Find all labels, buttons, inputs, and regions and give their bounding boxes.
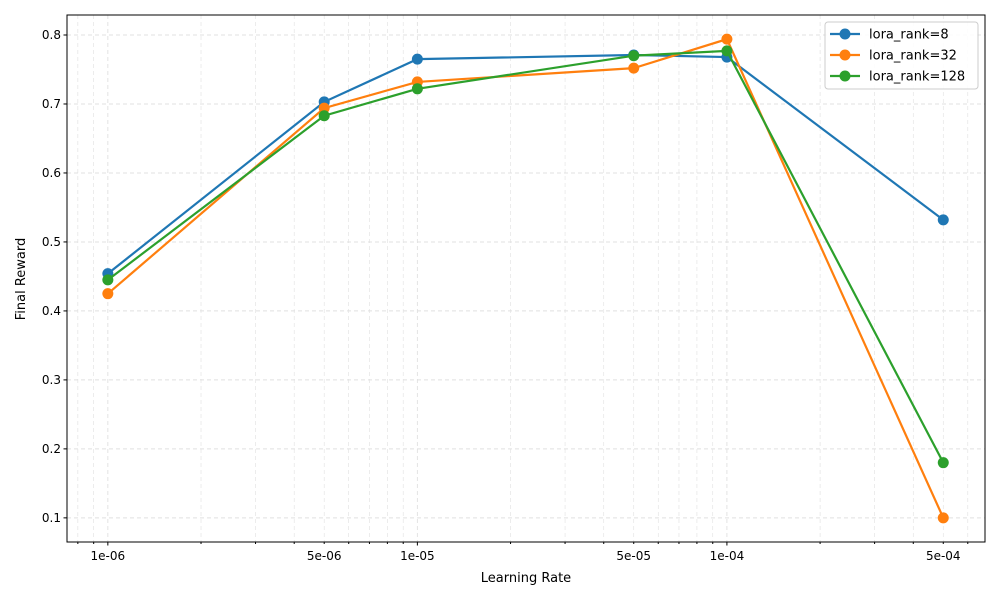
y-tick-label: 0.5: [42, 235, 61, 249]
data-point: [937, 457, 949, 469]
legend-marker-2: [839, 70, 851, 82]
x-tick-label: 1e-06: [91, 549, 126, 563]
data-point: [411, 83, 423, 95]
data-point: [318, 102, 330, 114]
legend-label: lora_rank=128: [869, 70, 965, 85]
x-axis-label: Learning Rate: [481, 571, 571, 586]
data-point: [721, 33, 733, 45]
data-point: [937, 512, 949, 524]
axes: 0.1 0.2 0.3 0.4 0.5 0.6 0.7 0.8 1e-06 5e-06 1e-05 5…: [42, 28, 969, 563]
y-tick-label: 0.2: [42, 442, 61, 456]
y-tick-label: 0.3: [42, 373, 61, 387]
legend-marker-1: [839, 49, 851, 61]
legend-label: lora_rank=32: [869, 49, 957, 64]
data-point: [102, 274, 114, 286]
legend-marker-0: [839, 28, 851, 40]
data-point: [411, 53, 423, 65]
y-tick-label: 0.1: [42, 511, 61, 525]
series-line-1: [107, 37, 945, 519]
data-point: [318, 110, 330, 122]
x-tick-label: 1e-04: [710, 549, 745, 563]
x-tick-label: 5e-04: [926, 549, 961, 563]
series-line-2: [107, 49, 945, 464]
data-point: [937, 214, 949, 226]
y-tick-label: 0.8: [42, 28, 61, 42]
legend-box: [824, 21, 979, 90]
y-tick-label: 0.7: [42, 97, 61, 111]
series-line-0: [107, 53, 944, 275]
plot-frame: [66, 14, 986, 543]
x-tick-label: 1e-05: [400, 549, 435, 563]
data-point: [628, 62, 640, 74]
y-tick-label: 0.4: [42, 304, 61, 318]
legend-label: lora_rank=8: [869, 28, 949, 43]
x-tick-label: 5e-06: [307, 549, 342, 563]
data-point: [628, 50, 640, 62]
x-tick-label: 5e-05: [616, 549, 651, 563]
data-point: [721, 45, 733, 57]
series-lines: [102, 33, 949, 524]
data-point: [102, 288, 114, 300]
y-axis-label: Final Reward: [14, 238, 29, 321]
y-tick-label: 0.6: [42, 166, 61, 180]
legend: lora_rank=8 lora_rank=32 lora_rank=128: [824, 21, 979, 90]
